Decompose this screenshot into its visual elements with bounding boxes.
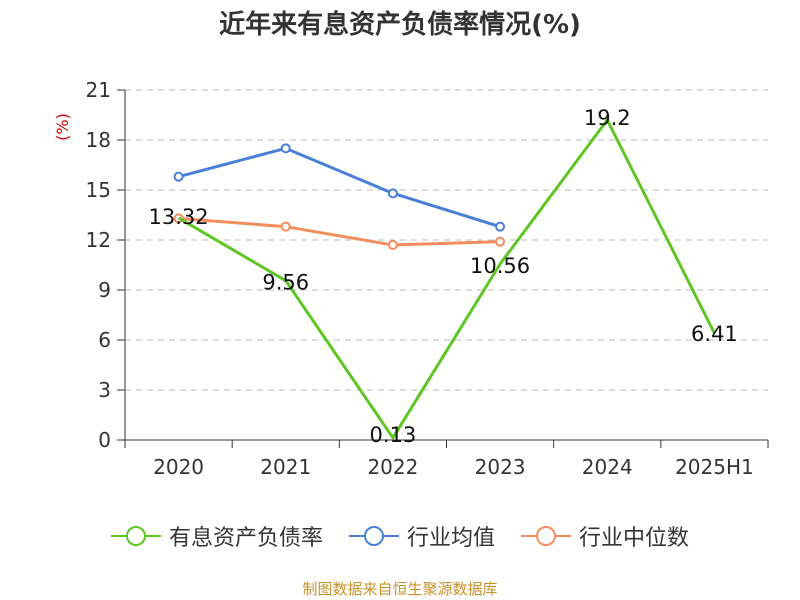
x-tick-label: 2021 (260, 455, 311, 479)
data-point (387, 240, 398, 250)
x-tick-label: 2022 (367, 455, 418, 479)
data-label: 6.41 (691, 322, 738, 346)
series-line-3 (178, 216, 501, 247)
legend-label: 有息资产负债率 (168, 526, 323, 551)
x-tick-label: 2020 (153, 455, 204, 479)
x-tick-label: 2025H1 (675, 455, 754, 479)
legend-item[interactable]: 行业均值 (348, 520, 495, 552)
data-label: 19.2 (584, 106, 631, 130)
x-tick-label: 2023 (475, 455, 526, 479)
data-point (495, 236, 506, 247)
data-point (387, 188, 398, 199)
x-tick-label: 2024 (582, 455, 633, 479)
series-line-2 (178, 146, 501, 229)
data-label: 9.56 (262, 271, 309, 295)
legend-line-marker-icon (348, 526, 399, 546)
data-label: 13.32 (149, 205, 209, 229)
y-tick-label: 12 (86, 228, 111, 252)
legend-line-marker-icon (521, 526, 571, 546)
legend-label: 行业均值 (406, 526, 495, 551)
y-tick-label: 3 (98, 378, 111, 402)
source-note: 制图数据来自恒生聚源数据库 (302, 580, 498, 598)
legend-item[interactable]: 行业中位数 (521, 520, 689, 552)
y-unit-label: (%) (53, 113, 72, 141)
legend-label: 行业中位数 (579, 526, 690, 551)
y-tick-label: 15 (86, 178, 111, 202)
legend-item[interactable]: 有息资产负债率 (110, 520, 323, 552)
data-point (495, 221, 506, 232)
data-label: 0.13 (370, 423, 417, 447)
legend-line-marker-icon (110, 526, 161, 546)
data-point (280, 143, 291, 154)
data-label: 10.56 (470, 254, 530, 278)
y-tick-label: 9 (98, 278, 111, 302)
y-tick-label: 18 (86, 128, 111, 152)
series-line-1 (177, 118, 716, 440)
y-tick-label: 21 (86, 78, 111, 102)
y-tick-label: 0 (98, 428, 111, 452)
y-tick-label: 6 (98, 328, 111, 352)
data-point (280, 221, 291, 232)
chart-title: 近年来有息资产负债率情况(%) (219, 10, 581, 40)
legend: 有息资产负债率 行业均值 行业中位数 (0, 520, 800, 552)
data-point (173, 171, 184, 182)
